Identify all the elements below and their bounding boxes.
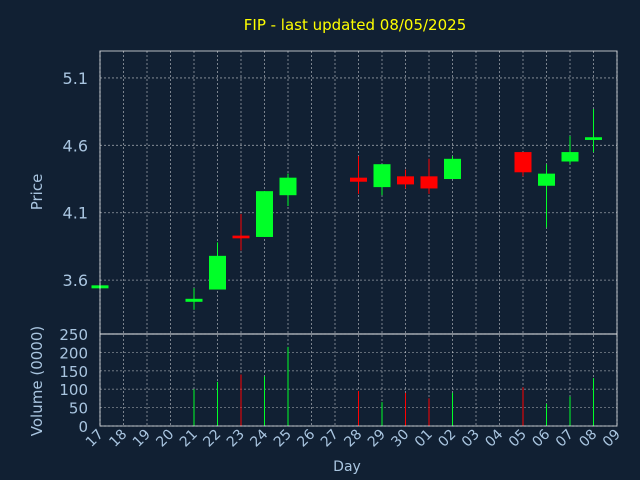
candle-body — [444, 158, 461, 180]
volume-tick-label: 50 — [69, 400, 88, 418]
volume-panel-frame — [99, 333, 618, 427]
price-axis-label: Price — [28, 174, 46, 211]
candle-body — [514, 152, 532, 173]
candle-body — [397, 176, 414, 185]
candle-body — [420, 176, 438, 189]
panel-frames — [99, 50, 618, 427]
candle-body — [538, 173, 555, 186]
candle-body — [256, 191, 273, 237]
chart-title: FIP - last updated 08/05/2025 — [244, 16, 466, 34]
volume-tick-label: 0 — [78, 418, 88, 436]
volume-tick-label: 150 — [59, 363, 88, 381]
candle-body — [585, 137, 602, 140]
candle-body — [350, 177, 367, 182]
price-tick-label: 3.6 — [63, 271, 88, 290]
price-tick-label: 5.1 — [63, 69, 88, 88]
price-tick-label: 4.1 — [63, 204, 88, 223]
volume-bars — [193, 346, 594, 426]
x-axis-label: Day — [333, 459, 361, 475]
candle-body — [373, 164, 391, 188]
volume-tick-label: 250 — [59, 326, 88, 344]
candle-body — [185, 298, 203, 302]
candle-body — [209, 255, 226, 290]
price-tick-label: 4.6 — [63, 136, 88, 155]
price-candles — [91, 108, 602, 310]
candle-body — [232, 235, 250, 239]
candle-body — [279, 177, 297, 196]
volume-axis-label: Volume (0000) — [28, 326, 46, 436]
volume-tick-label: 200 — [59, 344, 88, 362]
x-axis-ticks: 17 18 19 20 21 22 23 24 25 26 27 28 29 30 01 02 03 04 05 06… — [83, 426, 624, 450]
candle-body — [561, 152, 579, 162]
volume-tick-label: 100 — [59, 381, 88, 399]
